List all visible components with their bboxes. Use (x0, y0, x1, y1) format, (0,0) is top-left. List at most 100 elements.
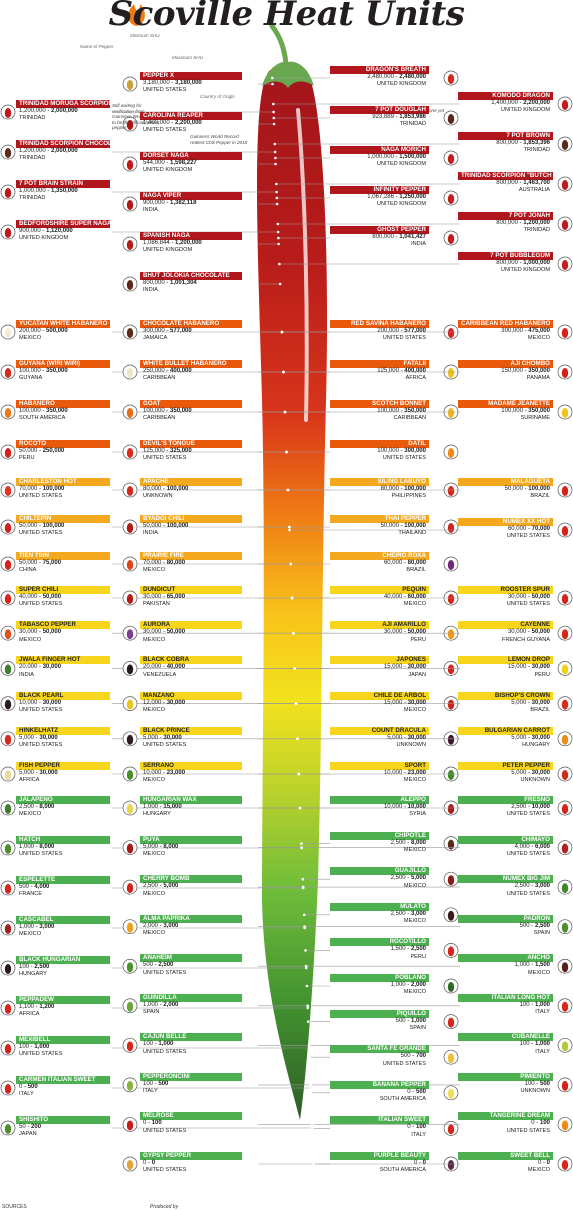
pepper-shu-range: 30,000 - 50,000 (330, 629, 429, 636)
pepper-icon (447, 408, 455, 418)
pepper-shu-range: 100,000 - 350,000 (16, 408, 110, 415)
range-separator: - (398, 486, 405, 492)
pepper-max-shu: 577,000 (170, 328, 192, 334)
pepper-shu-range: 50 - 200 (16, 1124, 110, 1131)
range-separator: - (393, 114, 400, 120)
pepper-icon (4, 770, 12, 780)
range-separator: - (405, 839, 411, 846)
pepper-card: CHERRY BOMB 2,500 - 5,000 MEXICO (140, 875, 242, 898)
pepper-name: PIMIENTO (458, 1072, 553, 1081)
range-separator: - (22, 1084, 28, 1090)
pepper-name: ITALIAN SWEET (330, 1116, 429, 1125)
pepper-icon (126, 80, 134, 90)
pepper-min-shu: 80,000 (143, 486, 162, 492)
pepper-name: PEQUIN (330, 586, 429, 594)
pepper-icon (4, 368, 12, 378)
pepper-min-shu: 2,000 (143, 922, 159, 929)
range-separator: - (25, 1124, 32, 1130)
pepper-card: COUNT DRACULA 5,000 - 30,000 UNKNOWN (330, 726, 429, 750)
pepper-name: 7 POT JONAH (458, 212, 553, 220)
pepper-max-shu: 1,200,000 (175, 240, 202, 246)
pepper-marker-dot (292, 631, 295, 635)
pepper-card: HUNGARIAN WAX 1,000 - 15,000 HUNGARY (140, 796, 242, 819)
pepper-origin: INDIA (19, 671, 34, 678)
pepper-card: BANANA PEPPER 0 - 500 SOUTH AMERICA (330, 1080, 429, 1104)
pepper-icon (447, 1053, 455, 1064)
pepper-icon (561, 734, 569, 745)
pepper-origin: ITALY (19, 1091, 34, 1098)
pepper-icon (4, 924, 12, 934)
pepper-min-shu: 0 (407, 1124, 411, 1131)
pepper-marker-dot (302, 913, 306, 917)
pepper-max-shu: 100 (151, 1120, 162, 1127)
pepper-marker-dot (303, 925, 306, 928)
pepper-marker-dot (275, 182, 278, 186)
pepper-shu-range: 5,000 - 30,000 (140, 735, 242, 742)
range-separator: - (398, 408, 405, 414)
pepper-card: CUBANELLE 100 - 1,000 ITALY (458, 1033, 553, 1056)
pepper-icon (126, 922, 134, 933)
pepper-min-shu: 0 (143, 1120, 147, 1127)
pepper-icon (126, 408, 134, 418)
pepper-min-shu: 1,000,000 (367, 154, 394, 160)
pepper-name: SERRANO (140, 762, 242, 770)
range-separator: - (393, 194, 400, 200)
pepper-max-shu: 8,000 (163, 843, 179, 850)
range-separator: - (405, 910, 411, 917)
pepper-min-shu: 0 (143, 1160, 147, 1166)
pepper-card: NAGA VIPER 900,000 - 1,382,118 INDIA (140, 192, 242, 215)
range-separator: - (517, 180, 524, 186)
pepper-min-shu: 150,000 (501, 368, 523, 374)
pepper-min-shu: 100,000 (19, 368, 41, 374)
pepper-min-shu: 500 (400, 1053, 411, 1060)
pepper-origin: ITALY (535, 1048, 550, 1055)
pepper-icon (4, 804, 12, 814)
pepper-name: ANCHO (458, 954, 553, 963)
pepper-max-shu: 10,000 (531, 804, 550, 810)
pepper-origin: VENEZUELA (143, 671, 177, 678)
pepper-min-shu: 100,000 (19, 408, 41, 414)
pepper-card: NAGA MORICH 1,000,000 - 1,500,000 UNITED K… (330, 146, 429, 169)
pepper-origin: MEXICO (19, 335, 42, 342)
pepper-icon (447, 1088, 455, 1099)
pepper-max-shu: 577,000 (404, 328, 426, 334)
pepper-shu-range: 500 - 2,500 (458, 923, 553, 930)
pepper-card: SHISHITO 50 - 200 JAPAN (16, 1116, 110, 1139)
pepper-icon (4, 844, 12, 854)
pepper-shu-range: 1,200,000 - 2,000,000 (16, 148, 110, 155)
pepper-origin: MEXICO (403, 847, 426, 853)
pepper-card: CHIMAYO 4,000 - 6,000 UNITED STATES (458, 835, 553, 859)
pepper-min-shu: 300,000 (143, 328, 165, 334)
pepper-name: BHUT JOLOKIA CHOCOLATE (140, 272, 242, 280)
range-separator: - (517, 260, 524, 266)
pepper-origin: SOUTH AMERICA (379, 1167, 426, 1174)
pepper-name: CASCABEL (16, 916, 110, 924)
pepper-name: DORSET NAGA (140, 152, 242, 160)
pepper-card: DORSET NAGA 544,000 - 1,598,227 UNITED KIN… (140, 152, 242, 175)
pepper-origin: UNITED STATES (19, 530, 63, 537)
pepper-marker-dot (271, 82, 274, 86)
pepper-icon (126, 1080, 134, 1091)
range-separator: - (146, 1160, 152, 1166)
pepper-card: PEPPADEW 1,100 - 1,200 AFRICA (16, 996, 110, 1019)
pepper-icon (126, 523, 134, 533)
pepper-max-shu: 100,000 (166, 486, 189, 492)
range-separator: - (405, 875, 411, 882)
pepper-min-shu: 1,000,000 (19, 188, 46, 194)
pepper-shu-range: 0 - 0 (330, 1160, 429, 1167)
pepper-shu-range: 5,000 - 30,000 (458, 700, 553, 707)
pepper-card: SPANISH NAGA 1,086,844 - 1,200,000 UNITED … (140, 232, 242, 255)
pepper-shu-range: 800,000 - 1,041,427 (330, 234, 429, 241)
range-separator: - (161, 594, 167, 600)
range-separator: - (45, 108, 52, 114)
pepper-min-shu: 2,500 (390, 875, 406, 882)
central-pepper-highlight (296, 108, 309, 422)
pepper-name: HUNGARIAN WAX (140, 796, 242, 804)
pepper-name: TIEN TSIN (16, 552, 110, 560)
legend-maximum-shu: Maximum SHU (172, 55, 203, 60)
range-separator: - (34, 844, 40, 850)
pepper-max-shu: 200 (31, 1124, 42, 1130)
pepper-origin: UNITED KINGDOM (500, 267, 550, 274)
pepper-marker-dot (272, 122, 276, 126)
pepper-origin: UNITED STATES (382, 1060, 426, 1067)
